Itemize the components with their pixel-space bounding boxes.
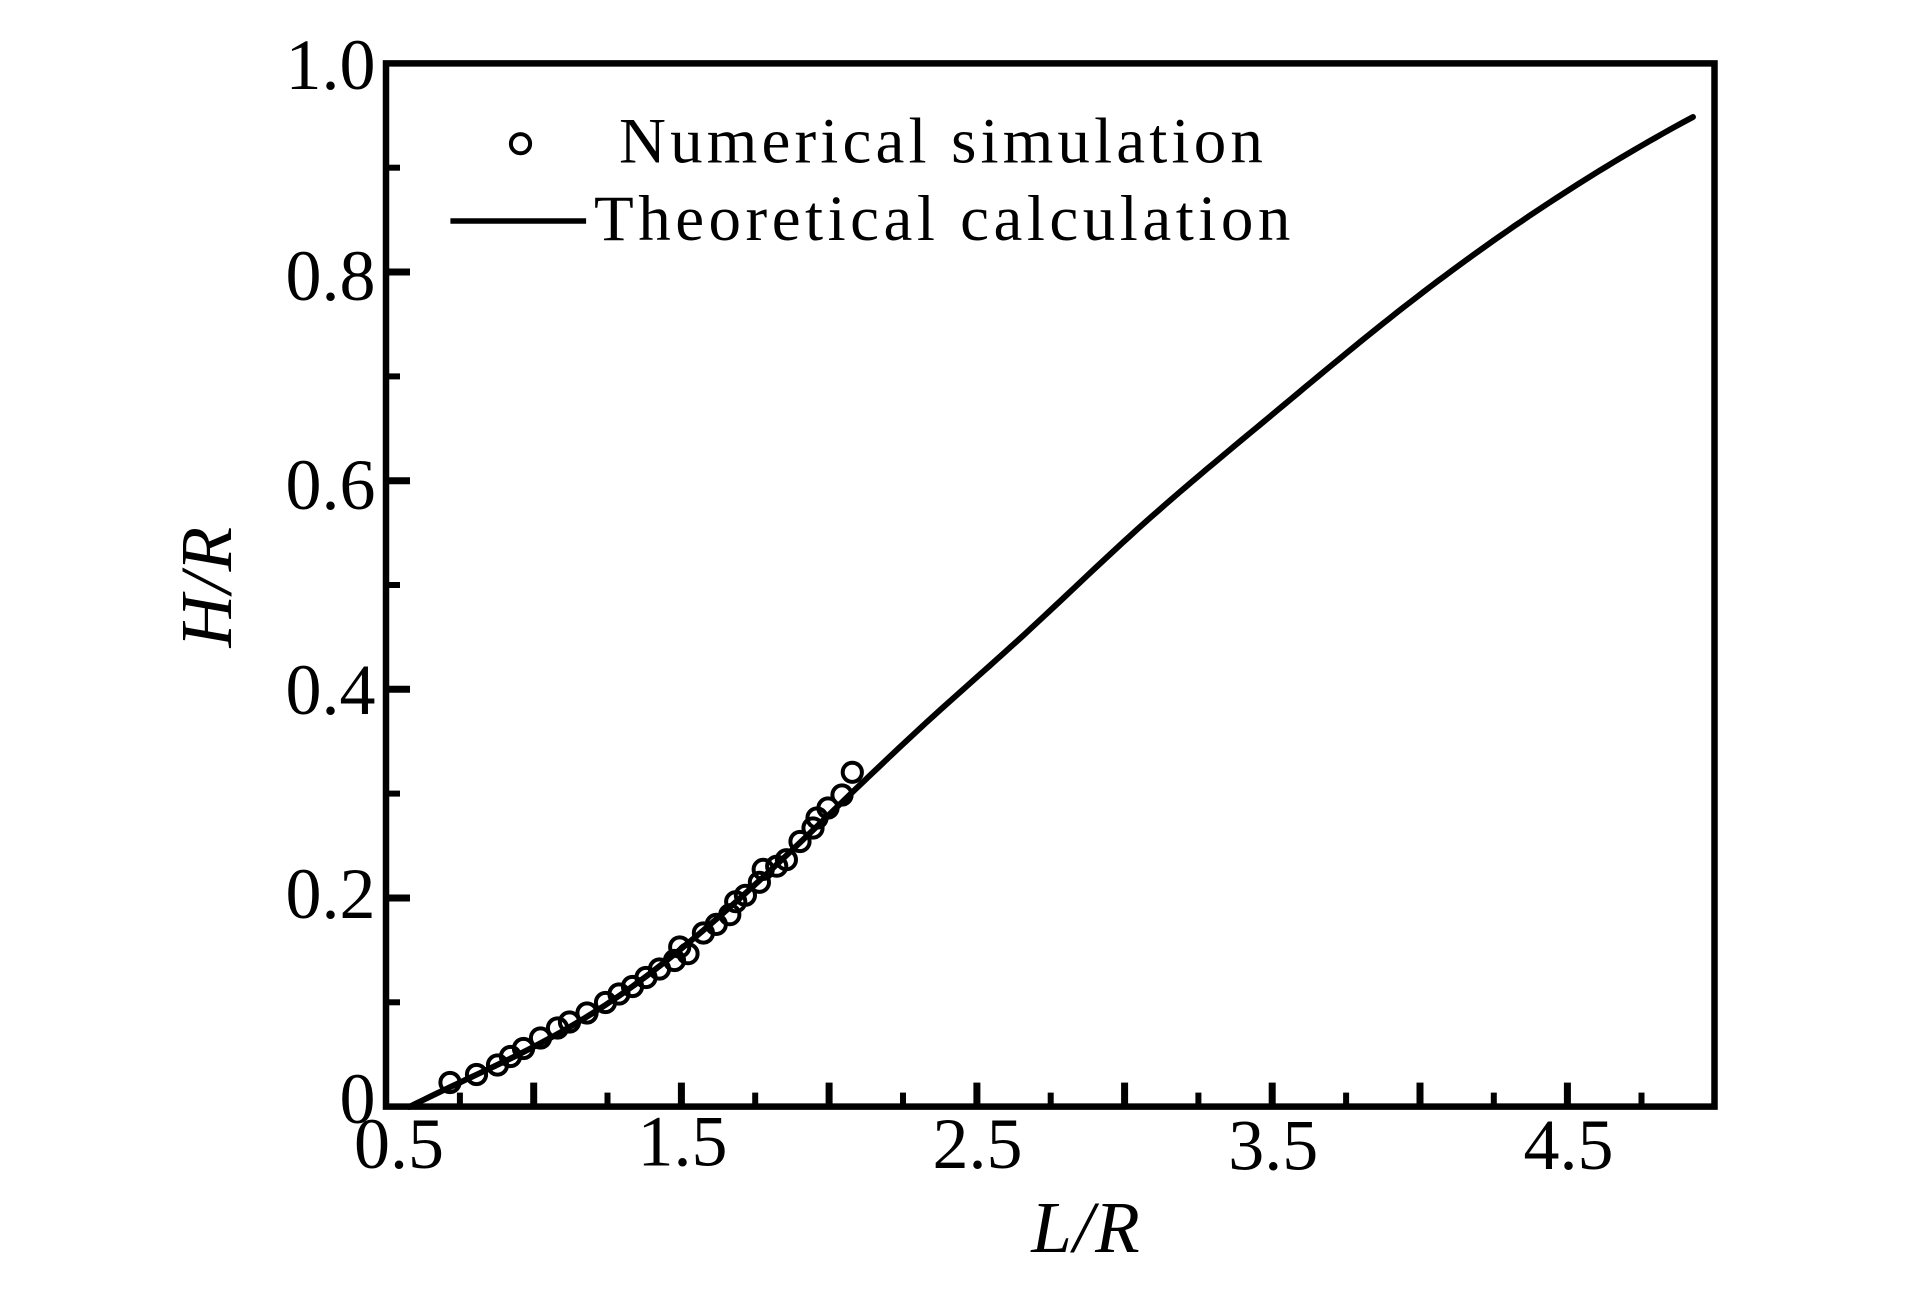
svg-text:0.5: 0.5	[354, 1104, 444, 1184]
svg-text:1.0: 1.0	[286, 25, 376, 105]
svg-text:4.5: 4.5	[1524, 1105, 1614, 1185]
svg-text:3.5: 3.5	[1228, 1106, 1318, 1186]
svg-text:2.5: 2.5	[933, 1104, 1023, 1184]
svg-text:L/R: L/R	[1030, 1187, 1141, 1268]
svg-text:H/R: H/R	[166, 525, 247, 648]
svg-text:Theoretical calculation: Theoretical calculation	[594, 183, 1295, 255]
svg-text:0.2: 0.2	[286, 854, 376, 934]
svg-text:0.8: 0.8	[286, 236, 376, 316]
svg-text:0.4: 0.4	[286, 650, 376, 730]
svg-text:0.6: 0.6	[286, 445, 376, 525]
svg-text:Numerical simulation: Numerical simulation	[619, 106, 1267, 178]
svg-text:0: 0	[340, 1059, 376, 1139]
svg-text:1.5: 1.5	[638, 1102, 728, 1182]
